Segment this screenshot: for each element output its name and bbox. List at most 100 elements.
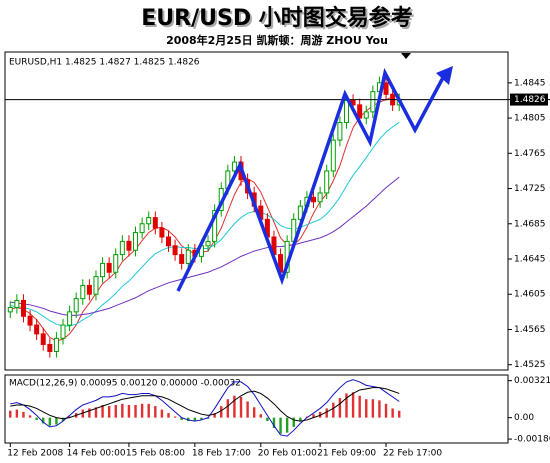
macd-bar (42, 417, 45, 424)
macd-bar (351, 392, 355, 418)
macd-bar (180, 417, 183, 420)
y-tick-label: 1.4525 (514, 360, 546, 370)
candle-body (357, 104, 363, 119)
macd-bar (114, 404, 117, 418)
macd-bar (358, 395, 361, 418)
macd-line (10, 387, 400, 422)
macd-bar (391, 408, 394, 418)
y-tick-label: 1.4645 (514, 255, 546, 265)
candle-body (205, 240, 211, 247)
macd-bar (127, 404, 131, 418)
y-tick-label: -0.00186 (514, 435, 550, 445)
candle-body (47, 343, 53, 353)
candle-body (159, 227, 165, 238)
candle-body (337, 121, 343, 141)
macd-line (10, 379, 400, 437)
y-tick-label: 1.4805 (514, 114, 546, 124)
macd-bar (252, 407, 256, 418)
macd-bar (233, 395, 236, 418)
macd-bar (68, 416, 71, 418)
candle-body (152, 217, 158, 229)
title-shadow: EUR/USD 小时图交易参考 (143, 7, 415, 33)
moving-average (10, 93, 400, 342)
candle-body (80, 284, 86, 300)
candle-body (133, 232, 139, 251)
macd-bar (312, 414, 315, 418)
candle-body (60, 324, 66, 339)
candle-body (106, 262, 112, 273)
macd-bar (94, 407, 98, 418)
macd-bar (167, 413, 170, 418)
candle-body (40, 333, 46, 345)
candle-body (297, 205, 303, 220)
macd-bar (292, 417, 295, 427)
macd-bar (22, 411, 25, 418)
macd-bar (140, 403, 144, 418)
y-tick-label: 1.4725 (514, 184, 546, 194)
macd-bar (378, 400, 381, 418)
candle-body (370, 91, 376, 113)
current-price-label: 1.4826 (514, 95, 546, 105)
candle-body (53, 337, 59, 353)
candle-body (146, 217, 152, 225)
candle-body (330, 139, 336, 172)
plot-area: 1.4845 1.4805 1.4765 1.4725 1.4685 1.4645 1.46… (5, 76, 550, 459)
macd-label: MACD(12,26,9) 0.00095 0.00120 0.00000 -0… (9, 379, 241, 389)
x-tick-label: 15 Feb 08:00 (126, 449, 185, 459)
macd-bar (193, 417, 197, 422)
macd-bar (279, 417, 282, 434)
candle-body (139, 223, 145, 234)
macd-bar (9, 410, 12, 418)
macd-bar (28, 415, 32, 418)
macd-bar (285, 417, 289, 433)
y-tick-label: 1.4685 (514, 219, 546, 229)
macd-bar (147, 403, 150, 418)
y-tick-label: 1.4765 (514, 149, 546, 159)
macd-bar (220, 406, 223, 418)
macd-bar (160, 409, 164, 418)
x-tick-label: 14 Feb 00:00 (67, 449, 126, 459)
x-tick-label: 18 Feb 17:00 (192, 449, 251, 459)
candle-body (231, 161, 237, 172)
y-tick-label: 0.00 (514, 413, 534, 423)
macd-bar (325, 408, 328, 418)
x-tick-label: 20 Feb 01:00 (258, 449, 317, 459)
candle-body (67, 311, 73, 326)
candle-body (172, 245, 178, 256)
candle-body (20, 299, 26, 317)
candle-body (165, 236, 171, 247)
candle-body (324, 170, 330, 194)
macd-bar (384, 403, 388, 418)
y-tick-label: 1.4605 (514, 290, 546, 300)
macd-bar (299, 417, 302, 422)
macd-bar (200, 417, 203, 420)
candle-body (34, 324, 40, 335)
marker-triangle (401, 53, 411, 59)
candle-body (179, 254, 185, 264)
macd-bar (187, 417, 190, 422)
macd-bar (318, 411, 322, 418)
macd-bar (55, 417, 58, 425)
y-tick-label: 0.00321 (514, 376, 550, 386)
candle-body (7, 306, 13, 313)
macd-bar (345, 393, 348, 418)
candle-body (317, 192, 323, 203)
moving-average (10, 176, 400, 316)
macd-bar (259, 414, 262, 418)
chart-title: EUR/USD 小时图交易参考 (141, 5, 413, 31)
candle-body (126, 240, 132, 251)
price-label: EURUSD,H1 1.4825 1.4827 1.4825 1.4826 (9, 58, 200, 68)
macd-bar (213, 413, 216, 418)
y-tick-label: 1.4565 (514, 325, 546, 335)
candle-body (14, 299, 20, 308)
candle-body (93, 276, 99, 295)
macd-bar (239, 396, 243, 418)
chart-subtitle: 2008年2月25日 凯斯顿：周游 ZHOU You (166, 33, 388, 47)
moving-average (10, 122, 400, 327)
x-tick-label: 12 Feb 2008 (7, 449, 63, 459)
macd-bar (134, 404, 137, 418)
candle-body (343, 99, 349, 123)
macd-bar (107, 406, 111, 418)
